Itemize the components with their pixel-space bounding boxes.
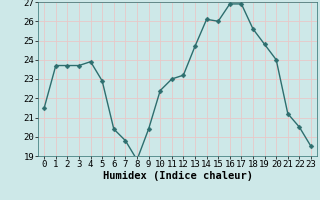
X-axis label: Humidex (Indice chaleur): Humidex (Indice chaleur) [103, 171, 252, 181]
